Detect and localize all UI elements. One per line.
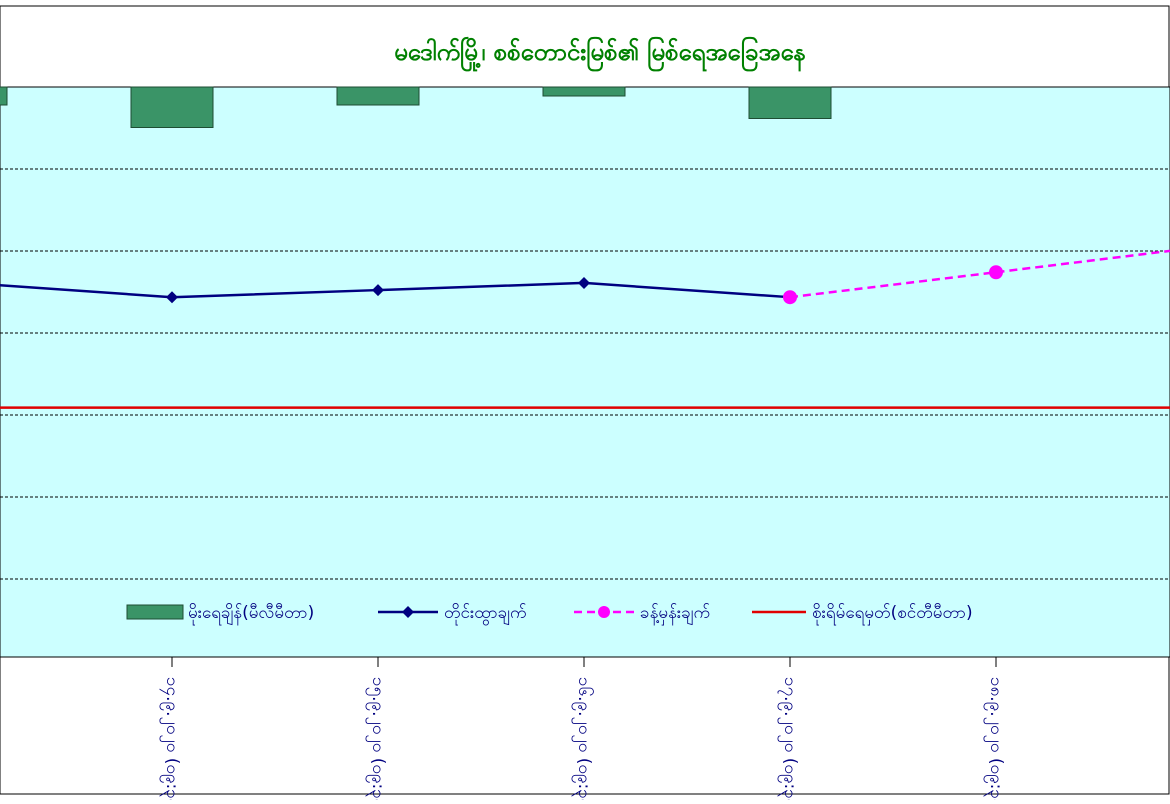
- x-tick-label: ၁၄.၉.၂၀၂၀ (၀၉:၃၀): [159, 677, 182, 800]
- forecast-line: [789, 249, 1170, 299]
- legend-label-observed: တိုင်းထွာချက်: [444, 603, 527, 626]
- rainfall-bar: [542, 86, 626, 97]
- x-axis: ၁၄.၉.၂၀၂၀ (၀၉:၃၀) ၁၅.၉.၂၀၂၀ (၀၉:၃၀) ၁၆.၉.၂…: [159, 657, 1006, 804]
- observed-point: [166, 291, 178, 304]
- legend-marker-observed: [402, 606, 414, 618]
- forecast-point: [989, 265, 1003, 280]
- legend-label-forecast: ခန့်မှန်းချက်: [640, 603, 710, 626]
- legend-swatch-rainfall: [126, 604, 184, 620]
- x-tick-label: ၁၈.၉.၂၀၂၀ (၀၉:၃၀): [983, 677, 1006, 800]
- legend: မိုးရေချိန်(မီလီမီတာ) တိုင်းထွာချက် ခန့်မှ…: [126, 603, 973, 626]
- rainfall-bar: [130, 86, 214, 128]
- rainfall-bar: [748, 86, 832, 119]
- series-lines: [0, 249, 1170, 409]
- legend-label-rainfall: မိုးရေချိန်(မီလီမီတာ): [188, 603, 314, 626]
- x-tick-label: ၁၇.၉.၂၀၂၀ (၀၉:၃၀): [777, 677, 800, 800]
- grid-lines: [0, 168, 1170, 580]
- rainfall-bars: [0, 86, 832, 128]
- legend-label-danger: စိုးရိမ်ရေမှတ်(စင်တီမီတာ): [812, 603, 973, 626]
- forecast-point: [783, 290, 797, 305]
- rainfall-bar: [336, 86, 420, 106]
- x-tick-label: ၁၅.၉.၂၀၂၀ (၀၉:၃၀): [365, 677, 388, 800]
- rainfall-bar: [0, 86, 8, 106]
- plot-area: [0, 86, 1170, 658]
- legend-marker-forecast: [598, 606, 610, 618]
- observed-point: [578, 276, 590, 289]
- observed-point: [372, 284, 384, 297]
- x-tick-label: ၁၆.၉.၂၀၂၀ (၀၉:၃၀): [571, 677, 595, 800]
